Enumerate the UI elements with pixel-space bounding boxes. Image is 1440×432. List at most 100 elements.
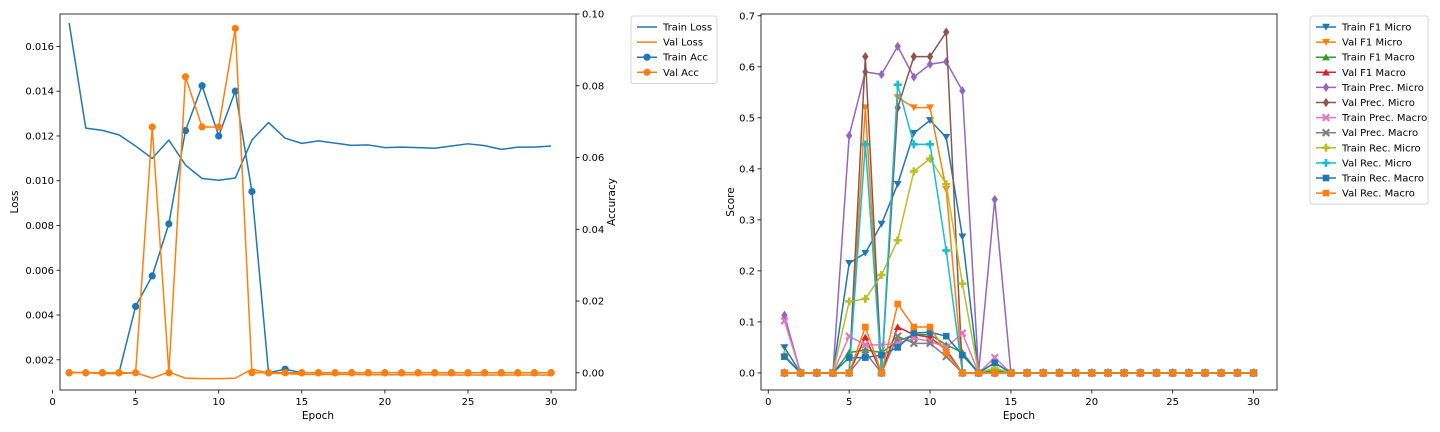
- legend-item: Val Loss: [637, 38, 703, 49]
- data-point: [1023, 369, 1031, 377]
- data-point: [98, 369, 106, 377]
- y-tick-label: 0.016: [25, 42, 54, 53]
- data-point: [148, 123, 156, 131]
- legend-marker: [643, 68, 651, 76]
- data-point: [991, 369, 999, 377]
- data-point: [893, 332, 902, 341]
- legend-label: Train F1 Micro: [1341, 23, 1411, 34]
- legend-marker: [1322, 68, 1330, 76]
- data-point: [926, 154, 935, 163]
- legend-label: Train F1 Macro: [1341, 53, 1415, 64]
- data-point: [813, 369, 821, 377]
- data-point: [894, 344, 901, 351]
- data-point: [958, 233, 967, 241]
- data-point: [1039, 369, 1047, 377]
- data-point: [910, 51, 918, 62]
- y-tick-label: 0.008: [25, 221, 54, 232]
- series-line: [783, 333, 1254, 374]
- data-point: [942, 180, 951, 189]
- data-point: [959, 351, 966, 359]
- series-line: [69, 27, 552, 374]
- legend-label: Train Prec. Micro: [1341, 83, 1424, 94]
- legend-marker: [1322, 53, 1330, 61]
- data-point: [861, 340, 870, 349]
- data-point: [381, 369, 389, 377]
- y-axis-label: Loss: [9, 190, 21, 213]
- data-point: [942, 332, 950, 340]
- data-point: [845, 260, 854, 267]
- y2-tick-label: 0.08: [582, 81, 604, 92]
- axes-frame: [59, 13, 577, 391]
- legend-label: Train Prec. Macro: [1341, 113, 1427, 124]
- x-tick-label: 25: [462, 397, 475, 408]
- marker-x-stroke: [1321, 128, 1331, 137]
- legend-item: Train Prec. Micro: [1316, 82, 1424, 94]
- data-point: [943, 27, 950, 37]
- data-point: [910, 72, 918, 82]
- x-axis-ticks: 0 5 10 15 20 25 30: [765, 390, 1260, 408]
- series-line: [784, 335, 1254, 374]
- data-point: [893, 80, 902, 89]
- legend-box: [630, 15, 718, 84]
- legend-label: Train Acc: [662, 53, 708, 64]
- legend-label: Val Prec. Micro: [1342, 98, 1415, 109]
- data-point: [845, 297, 854, 306]
- marker-x-stroke: [925, 339, 935, 348]
- y2-tick-label: 0.04: [582, 225, 604, 236]
- series-line: [69, 85, 552, 374]
- legend-label: Train Rec. Macro: [1341, 174, 1424, 185]
- data-point: [198, 123, 206, 131]
- legend: Train F1 Micro Val F1 Micro Train F1 Macro…: [1309, 15, 1429, 205]
- data-point: [331, 369, 339, 377]
- data-point: [298, 369, 306, 377]
- data-point: [447, 369, 455, 377]
- data-point: [281, 369, 289, 377]
- data-point: [1169, 369, 1176, 377]
- data-point: [909, 339, 918, 348]
- data-point: [910, 323, 918, 331]
- data-point: [348, 369, 356, 377]
- data-point: [894, 300, 901, 308]
- data-point: [231, 87, 239, 95]
- data-point: [264, 369, 273, 377]
- data-point: [781, 353, 788, 360]
- legend-marker: [1322, 174, 1330, 182]
- series-train-rec-micro: [780, 154, 1258, 377]
- x-tick-label: 0: [49, 397, 55, 408]
- data-point: [65, 369, 73, 377]
- data-point: [959, 86, 966, 96]
- axes-frame: [760, 13, 1278, 391]
- marker-x-stroke: [958, 329, 967, 338]
- legend-item: Train Acc: [637, 53, 708, 64]
- y2-tick-label: 0.00: [582, 368, 604, 379]
- data-point: [165, 369, 173, 377]
- legend-label: Val Rec. Macro: [1342, 189, 1415, 200]
- legend-marker: [1322, 82, 1330, 92]
- y2-axis-label: Accuracy: [606, 178, 618, 226]
- legend-item: Train F1 Macro: [1316, 53, 1415, 64]
- y-tick-label: 0.1: [739, 317, 755, 328]
- legend-label: Val Acc: [663, 68, 699, 79]
- data-point: [893, 180, 902, 188]
- series-line: [783, 119, 1254, 374]
- data-point: [780, 344, 789, 352]
- legend-label: Train Loss: [662, 23, 712, 34]
- legend-marker: [1321, 113, 1331, 122]
- y-tick-label: 0.0: [739, 368, 755, 379]
- chart-panel-1: 0 5 10 15 20 25 300.0020.0040.0060.0080.0100.0…: [9, 10, 718, 422]
- x-tick-label: 25: [1166, 397, 1179, 408]
- data-point: [181, 127, 190, 135]
- data-point: [862, 323, 869, 331]
- data-point: [165, 220, 173, 228]
- legend-item: Val F1 Macro: [1316, 68, 1406, 79]
- x-tick-label: 30: [545, 397, 558, 408]
- data-point: [1120, 369, 1128, 377]
- data-point: [231, 24, 239, 32]
- legend-item: Val Prec. Macro: [1316, 128, 1418, 139]
- data-point: [181, 73, 190, 81]
- data-point: [514, 369, 522, 377]
- legend-marker: [643, 53, 651, 61]
- data-point: [1234, 369, 1241, 377]
- data-point: [497, 369, 505, 377]
- series-line: [69, 368, 552, 380]
